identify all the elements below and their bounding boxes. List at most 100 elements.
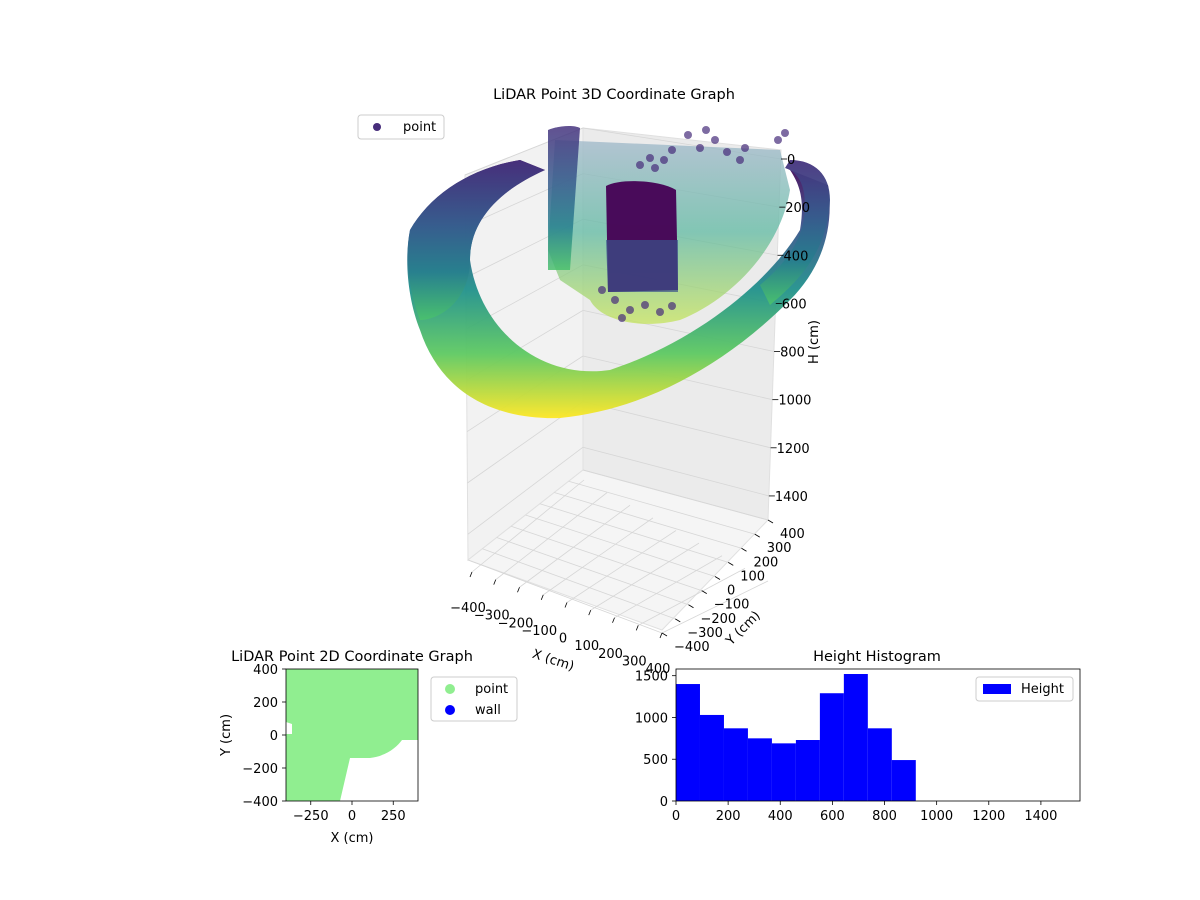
chart-hist-bars — [676, 674, 916, 801]
chart-hist: Height Histogram 0 200 400 600 800 1000 1200 14… — [635, 649, 1081, 824]
chart-2d-title: LiDAR Point 2D Coordinate Graph — [231, 649, 473, 665]
chart-2d-x-tick-label: 0 — [348, 809, 356, 824]
chart-3d-z-tick-label: 200 — [785, 201, 810, 216]
chart-2d-point-fill — [286, 669, 418, 801]
chart-2d-legend-label-wall: wall — [475, 703, 501, 718]
chart-3d-y-tick-mark — [701, 590, 707, 594]
chart-3d-x-gridline — [638, 568, 746, 626]
histogram-bar — [819, 693, 844, 801]
chart-3d-y-gridline — [539, 503, 729, 563]
chart-3d-x-tick-mark — [517, 587, 520, 593]
chart-2d-x-tick-label: 250 — [381, 809, 406, 824]
chart-hist-y-ticks: 0 500 1000 1500 — [635, 670, 676, 810]
chart-2d-x-tick-label: −250 — [293, 809, 329, 824]
chart-3d-y-tick-mark — [714, 576, 721, 580]
chart-3d-x-label: X (cm) — [530, 647, 576, 675]
chart-2d-y-tick-label: 0 — [270, 729, 278, 744]
histogram-bar — [676, 684, 700, 801]
chart-3d-title: LiDAR Point 3D Coordinate Graph — [493, 87, 735, 103]
chart-3d-y-gridline — [525, 514, 716, 577]
chart-3d-x-tick-mark — [612, 617, 615, 623]
chart-hist-x-tick-label: 1000 — [920, 809, 953, 824]
chart-3d-z-tick-label: 1000 — [778, 394, 811, 409]
chart-hist-x-tick-label: 200 — [716, 809, 741, 824]
chart-3d-x-tick-label: −300 — [474, 609, 510, 624]
chart-3d-z-tick-label: 1400 — [775, 490, 808, 505]
chart-3d-x-gridline — [614, 555, 723, 619]
chart-3d-z-gridline — [582, 401, 771, 449]
chart-hist-x-ticks: 0 200 400 600 800 1000 1200 1400 — [672, 801, 1057, 824]
chart-3d-x-tick-label: 400 — [646, 662, 671, 677]
chart-hist-y-tick-label: 0 — [660, 795, 668, 810]
chart-3d-y-gridline — [554, 492, 742, 549]
chart-3d-x-tick-label: 100 — [574, 639, 599, 654]
chart-2d-y-ticks: 400 200 0 −200 −400 — [242, 663, 286, 810]
chart-3d-x-gridline — [495, 492, 608, 580]
chart-3d-y-gridline — [496, 537, 689, 606]
chart-3d-x-gridline — [661, 580, 769, 634]
chart-3d-scattered-points — [598, 126, 789, 322]
chart-3d-x-tick-mark — [493, 579, 497, 585]
histogram-bar — [723, 728, 748, 801]
histogram-bar — [795, 740, 820, 801]
chart-3d-inner-pillar-shade — [606, 240, 678, 292]
chart-3d-x-tick-label: −100 — [521, 624, 557, 639]
chart-3d-x-tick-mark — [588, 609, 592, 616]
chart-3d-x-tick-label: −200 — [498, 616, 534, 631]
chart-3d-point-cloud — [407, 125, 830, 419]
chart-hist-x-tick-label: 1400 — [1024, 809, 1057, 824]
chart-3d-z-tick-label: 800 — [780, 346, 805, 361]
chart-hist-x-tick-label: 600 — [820, 809, 845, 824]
chart-hist-legend-label: Height — [1021, 682, 1064, 697]
chart-hist-y-tick-label: 500 — [643, 753, 668, 768]
chart-3d-y-tick-label: −100 — [714, 598, 750, 613]
chart-3d-outer-rim — [407, 160, 545, 320]
chart-3d-legend-label: point — [403, 120, 436, 135]
chart-3d-y-tick-mark — [728, 562, 734, 566]
chart-3d-x-tick-mark — [469, 571, 473, 578]
chart-3d-x-tick-label: 300 — [622, 654, 647, 669]
histogram-bar — [747, 738, 772, 801]
chart-hist-x-tick-label: 400 — [768, 809, 793, 824]
chart-3d-legend: point — [357, 114, 445, 140]
chart-3d-x-gridline — [566, 530, 677, 603]
chart-3d-x-tick-label: 200 — [598, 647, 623, 662]
chart-3d-y-gridline — [510, 525, 702, 592]
chart-3d-z-label: H (cm) — [807, 320, 822, 364]
chart-2d-y-tick-label: −400 — [242, 795, 278, 810]
chart-3d: LiDAR Point 3D Coordinate Graph — [357, 87, 830, 677]
chart-hist-x-tick-label: 800 — [872, 809, 897, 824]
histogram-bar — [891, 760, 916, 801]
chart-3d-x-gridline — [543, 517, 654, 596]
chart-3d-z-gridline — [582, 446, 769, 497]
chart-3d-y-tick-mark — [754, 533, 760, 538]
chart-3d-y-tick-mark — [661, 632, 668, 637]
chart-hist-y-tick-label: 1000 — [635, 711, 668, 726]
chart-2d-y-label: Y (cm) — [219, 714, 234, 757]
chart-hist-legend: Height — [975, 676, 1074, 702]
chart-3d-x-tick-label: 0 — [559, 632, 567, 647]
chart-3d-outer-wall — [407, 160, 830, 419]
chart-3d-y-tick-label: −200 — [701, 612, 737, 627]
chart-hist-y-tick-label: 1500 — [635, 670, 668, 685]
chart-3d-x-gridline — [590, 542, 700, 611]
chart-3d-y-tick-mark — [741, 547, 747, 552]
chart-2d-x-label: X (cm) — [331, 831, 374, 846]
chart-3d-z-tick-label: 600 — [782, 297, 807, 312]
chart-3d-y-gridline — [467, 559, 663, 634]
chart-3d-legend-marker — [373, 123, 381, 131]
chart-3d-y-tick-mark — [767, 519, 774, 524]
chart-3d-x-tick-mark — [659, 632, 663, 639]
histogram-bar — [771, 743, 796, 801]
chart-3d-x-tick-mark — [635, 625, 639, 631]
chart-2d-legend-label-point: point — [475, 682, 508, 697]
chart-3d-x-tick-mark — [564, 602, 568, 608]
chart-3d-z-ticks: 0 200 400 600 800 1000 1200 1400 — [768, 153, 811, 505]
chart-3d-x-tick-mark — [540, 594, 544, 601]
histogram-bar — [843, 674, 868, 801]
chart-3d-y-gridline — [482, 548, 676, 620]
chart-3d-y-tick-label: 100 — [740, 569, 765, 584]
chart-2d-y-tick-label: 400 — [253, 663, 278, 678]
